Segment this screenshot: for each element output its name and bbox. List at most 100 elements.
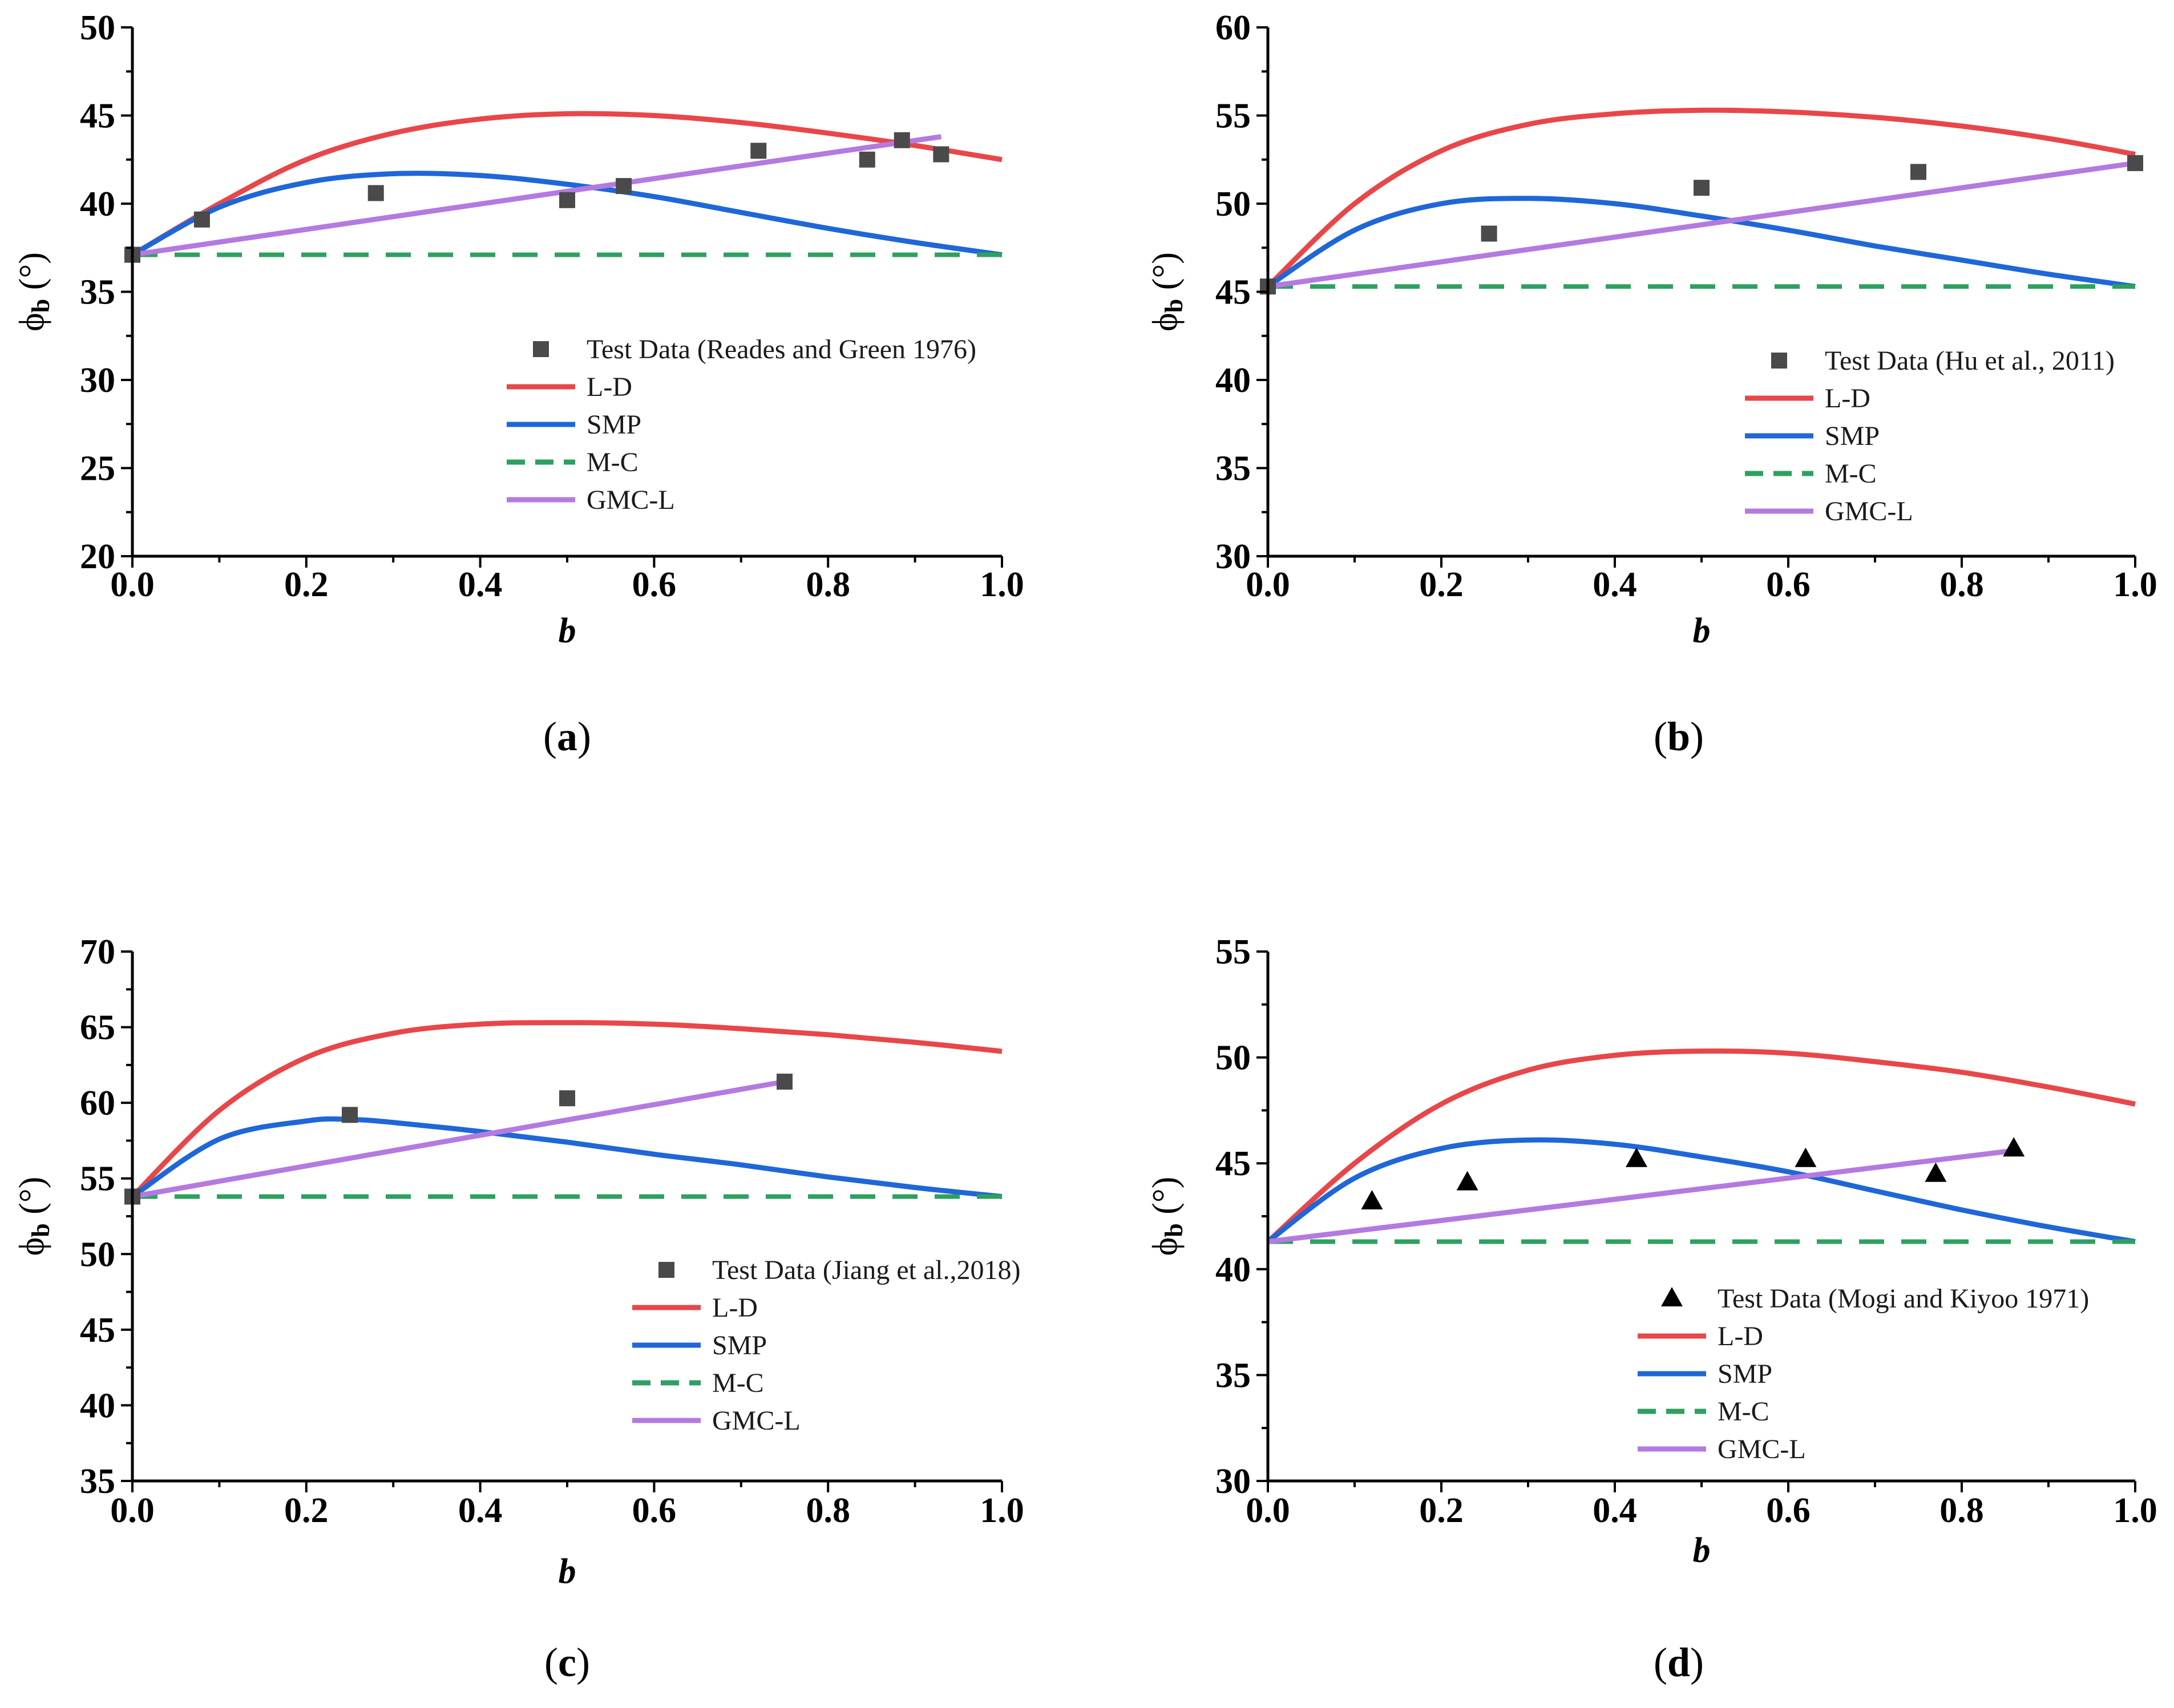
legend-label-test-data: Test Data (Jiang et al.,2018) [712, 1255, 1020, 1285]
legend-label-l-d: L-D [587, 372, 632, 402]
y-tick-label: 35 [1215, 1356, 1251, 1395]
series-line-l-d [132, 1020, 1003, 1199]
test-data-point [1910, 164, 1926, 180]
series-line-smp [1268, 1137, 2136, 1244]
y-axis-title: ϕb (°) [1146, 252, 1188, 331]
y-tick-label: 40 [1215, 361, 1251, 400]
y-tick-label: 40 [80, 1386, 115, 1425]
panel-caption-close: ) [577, 714, 591, 759]
test-data-point [2003, 1137, 2025, 1157]
x-axis-title: b [559, 1552, 576, 1591]
y-tick-label: 35 [1215, 450, 1251, 488]
series-line-smp [1268, 196, 2136, 289]
series-line-smp [132, 1116, 1003, 1199]
legend-marker-test-data [658, 1262, 674, 1278]
y-tick-label: 70 [80, 933, 115, 972]
legend-label-m-c: M-C [1825, 459, 1877, 489]
y-tick-label: 30 [1215, 1462, 1251, 1501]
y-tick-label: 60 [80, 1084, 115, 1123]
y-axis-title-unit: (°) [13, 1177, 51, 1224]
panel-caption-open: ( [543, 714, 557, 759]
test-data-point [367, 185, 384, 201]
series-line-gmc-l [1268, 160, 2136, 289]
test-data-point [616, 178, 632, 195]
panel-caption-close: ) [1690, 1640, 1704, 1685]
panel-caption-open: ( [544, 1640, 558, 1685]
legend-label-l-d: L-D [1825, 383, 1870, 414]
y-axis-title-subscript: b [1160, 299, 1188, 313]
legend-marker-test-data [533, 341, 549, 357]
test-data-point [777, 1074, 793, 1090]
y-tick-label: 45 [80, 97, 115, 136]
panel-caption: (b) [1654, 714, 1704, 759]
y-axis-title-subscript: b [1160, 1223, 1188, 1237]
test-data-point [1925, 1162, 1947, 1182]
x-tick-label: 0.6 [1766, 1491, 1811, 1530]
y-axis-title-subscript: b [27, 1223, 55, 1237]
panel-caption-letter: a [557, 714, 577, 759]
y-axis-title: ϕb (°) [13, 252, 55, 331]
panel-caption-close: ) [1690, 714, 1704, 759]
test-data-point [1456, 1171, 1478, 1191]
series-line-l-d [1268, 107, 2136, 289]
x-tick-label: 0.4 [458, 1491, 503, 1530]
legend: Test Data (Hu et al., 2011) L-D SMP M-C GMC-… [1745, 346, 2115, 527]
x-tick-label: 0.0 [1246, 565, 1290, 604]
y-tick-label: 50 [80, 1235, 115, 1274]
test-data-point [859, 151, 875, 168]
test-data-point [1361, 1190, 1383, 1210]
x-tick-label: 0.4 [1593, 1491, 1637, 1530]
y-tick-label: 65 [80, 1009, 115, 1047]
series-line-l-d [1268, 1048, 2136, 1244]
test-data-point [933, 146, 949, 163]
test-data-point [1795, 1147, 1817, 1167]
y-tick-label: 55 [1215, 97, 1251, 136]
legend-label-m-c: M-C [1718, 1397, 1769, 1427]
legend: Test Data (Jiang et al.,2018) L-D SMP M-C GM… [632, 1255, 1020, 1436]
test-data-point [559, 1090, 575, 1107]
y-axis-title-symbol: ϕ [1146, 1237, 1185, 1256]
y-axis-title-symbol: ϕ [13, 313, 51, 331]
y-tick-label: 50 [1215, 185, 1251, 224]
series-line-smp [132, 171, 1003, 258]
y-tick-label: 35 [80, 1462, 115, 1501]
x-tick-label: 0.6 [632, 1491, 677, 1530]
legend-label-m-c: M-C [712, 1368, 764, 1398]
x-tick-label: 0.2 [284, 1491, 329, 1530]
panel-caption: (d) [1654, 1640, 1704, 1685]
test-data-point [559, 192, 575, 208]
panel-caption: (a) [543, 714, 591, 759]
panel-caption-close: ) [576, 1640, 590, 1685]
y-tick-label: 55 [80, 1160, 115, 1199]
x-tick-label: 0.2 [1419, 1491, 1464, 1530]
x-tick-label: 1.0 [980, 1491, 1024, 1530]
legend-label-gmc-l: GMC-L [587, 485, 675, 515]
y-tick-label: 50 [1215, 1039, 1251, 1078]
y-tick-label: 40 [1215, 1250, 1251, 1289]
y-axis-title-unit: (°) [1146, 252, 1185, 299]
y-tick-label: 55 [1215, 933, 1251, 972]
y-tick-label: 45 [1215, 1144, 1251, 1183]
y-tick-label: 50 [80, 9, 115, 47]
series-line-l-d [132, 111, 1003, 257]
test-data-point [193, 211, 210, 228]
x-tick-label: 1.0 [2113, 1491, 2157, 1530]
y-tick-label: 30 [1215, 537, 1251, 576]
x-tick-label: 0.4 [458, 565, 503, 604]
series-line-gmc-l [132, 1079, 785, 1199]
y-tick-label: 45 [1215, 273, 1251, 312]
x-tick-label: 0.8 [1939, 1491, 1984, 1530]
legend-marker-test-data [1771, 353, 1787, 369]
legend-label-smp: SMP [1718, 1359, 1772, 1389]
x-tick-label: 0.0 [110, 565, 155, 604]
legend-label-test-data: Test Data (Hu et al., 2011) [1825, 346, 2115, 376]
legend: Test Data (Mogi and Kiyoo 1971) L-D SMP M-C… [1638, 1284, 2089, 1464]
x-tick-label: 0.2 [284, 565, 329, 604]
test-data-point [750, 143, 767, 159]
x-tick-label: 0.8 [806, 1491, 850, 1530]
legend-marker-test-data [1661, 1287, 1683, 1306]
x-tick-label: 0.6 [632, 565, 677, 604]
x-tick-label: 0.0 [110, 1491, 155, 1530]
